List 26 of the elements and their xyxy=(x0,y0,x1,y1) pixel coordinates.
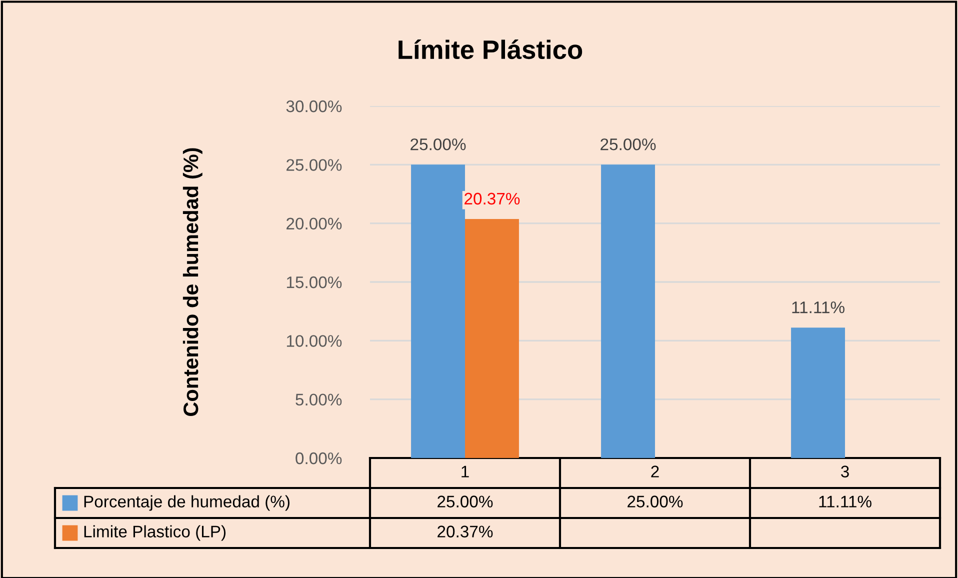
bar xyxy=(601,164,655,458)
x-tick-label: 1 xyxy=(462,466,469,478)
y-tick-label: 15.00% xyxy=(286,276,342,288)
y-axis-title: Contenido de humedad (%) xyxy=(182,148,202,416)
data-label: 20.37% xyxy=(464,192,520,205)
data-label: 11.11% xyxy=(819,496,872,508)
y-tick-label: 10.00% xyxy=(286,335,342,347)
legend-label: Porcentaje de humedad (%) xyxy=(84,495,290,511)
x-tick-label: 3 xyxy=(841,466,849,478)
bar xyxy=(411,164,465,458)
y-tick-label: 5.00% xyxy=(296,394,342,406)
bar xyxy=(465,218,519,458)
y-tick-label: 0.00% xyxy=(296,452,342,464)
text: 11.11% xyxy=(792,302,844,314)
bar xyxy=(791,328,845,458)
text: 25.00% xyxy=(410,138,466,150)
x-tick-label: 2 xyxy=(651,466,659,478)
text: 25.00% xyxy=(600,138,656,150)
y-tick-label: 20.00% xyxy=(286,218,342,230)
y-tick-label: 30.00% xyxy=(286,100,342,112)
text: 20.37% xyxy=(438,526,493,538)
data-label: 25.00% xyxy=(438,496,493,508)
chart-title: Límite Plástico xyxy=(398,39,582,60)
y-tick-label: 25.00% xyxy=(286,159,342,171)
legend-label: Limite Plastico (LP) xyxy=(84,525,226,541)
data-label: 25.00% xyxy=(628,496,683,508)
